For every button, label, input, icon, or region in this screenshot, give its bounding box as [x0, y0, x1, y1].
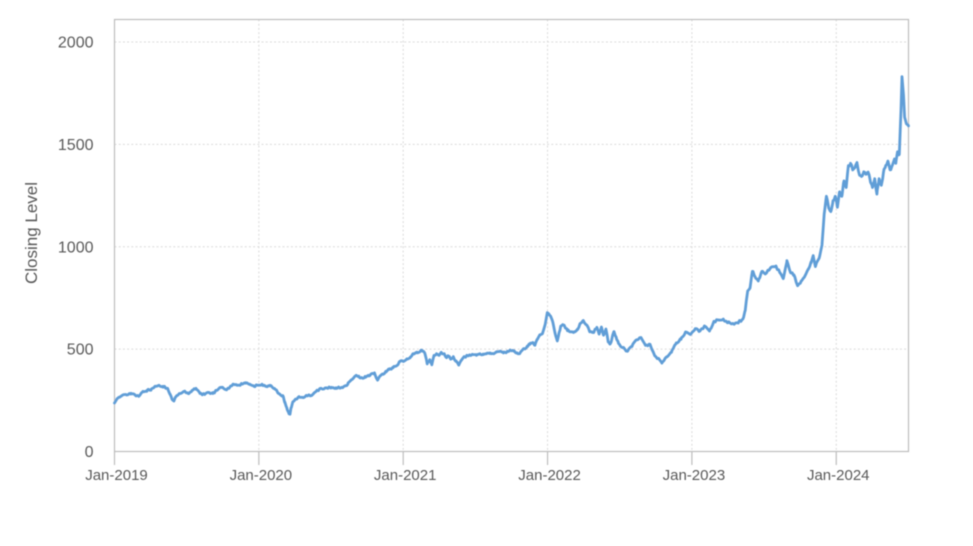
svg-text:500: 500 — [67, 342, 94, 359]
svg-text:Jan-2024: Jan-2024 — [807, 467, 870, 484]
svg-text:2000: 2000 — [58, 35, 94, 52]
svg-text:Jan-2022: Jan-2022 — [518, 467, 581, 484]
svg-text:Jan-2019: Jan-2019 — [85, 467, 148, 484]
svg-text:Jan-2020: Jan-2020 — [230, 467, 293, 484]
svg-text:1000: 1000 — [58, 239, 94, 256]
svg-text:1500: 1500 — [58, 137, 94, 154]
svg-text:Closing Level: Closing Level — [22, 182, 41, 284]
svg-text:Jan-2021: Jan-2021 — [374, 467, 437, 484]
svg-text:Jan-2023: Jan-2023 — [663, 467, 726, 484]
svg-text:0: 0 — [85, 444, 94, 461]
